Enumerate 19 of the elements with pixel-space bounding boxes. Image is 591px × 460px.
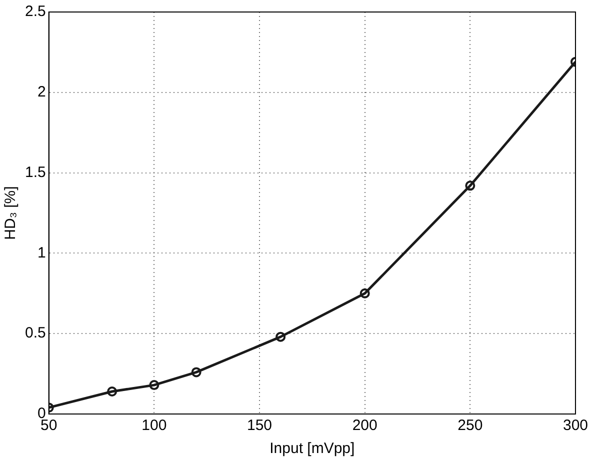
point [276,332,286,342]
y-tick-label: 1.5 [24,164,46,181]
point [107,386,118,396]
x-tick-label: 200 [352,417,378,434]
x-tick-label: 250 [458,417,483,434]
x-tick-label: 150 [246,417,272,434]
y-tick-label: 2 [38,84,46,101]
point [465,180,476,191]
x-tick-label: 300 [562,417,588,434]
x-tick-label: 100 [142,417,167,434]
y-tick-label: 1 [38,244,46,262]
x-axis-title: Input [mVpp] [270,440,355,458]
point [149,380,160,390]
y-tick-label: 0.5 [24,324,46,342]
x-tick-label: 50 [40,417,58,434]
y-axis-title: HD₃ [%] [2,186,20,240]
point [360,288,370,298]
point [191,367,202,378]
y-tick-label: 2.5 [24,3,46,20]
